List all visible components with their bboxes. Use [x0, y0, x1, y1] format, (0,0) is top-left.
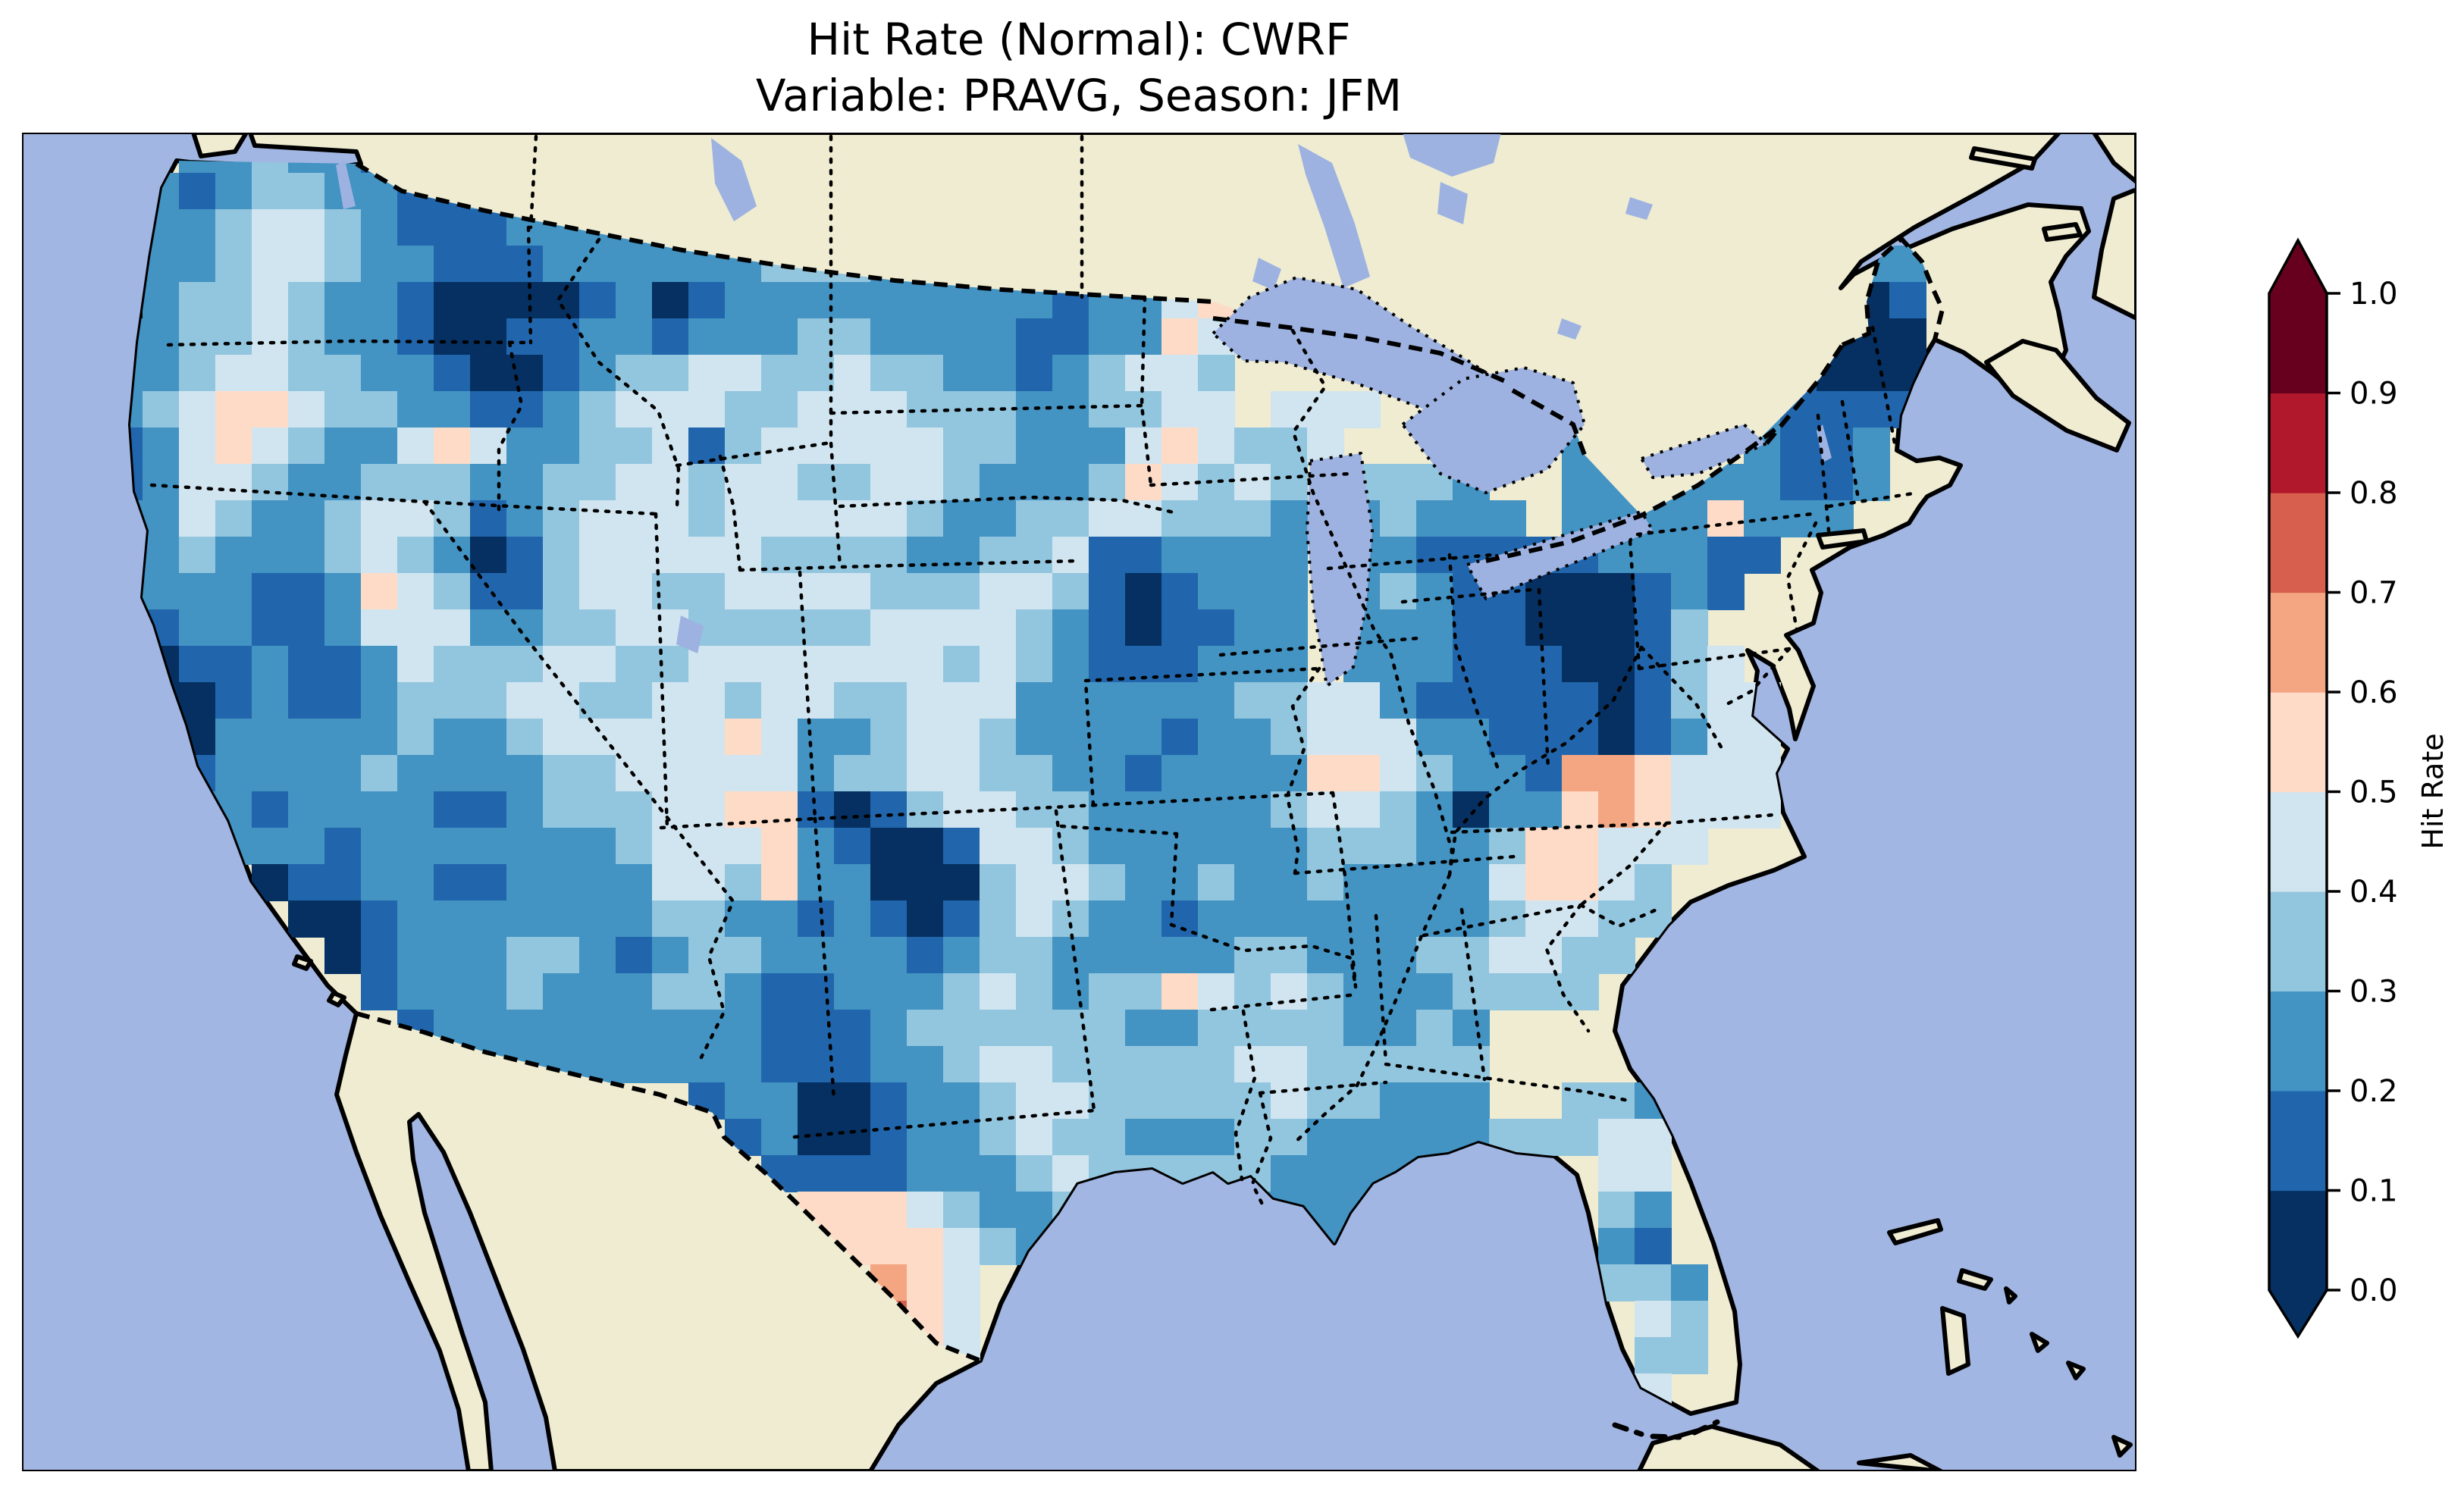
lake-champlain: [1817, 424, 1832, 462]
lake-michigan: [1306, 452, 1374, 687]
colorbar-tick-label: 0.4: [2350, 875, 2398, 910]
colorbar-tick-label: 0.5: [2350, 775, 2398, 810]
islands: [191, 133, 2136, 1471]
colorbar-arrow-under: [2269, 1290, 2327, 1336]
colorbar: 1.0 0.9 0.8 0.7 0.6 0.5 0.4 0.3 0.2 0.1 0.0 Hit Ra…: [2268, 237, 2450, 1339]
page-subtitle: Variable: PRAVG, Season: JFM: [756, 70, 1402, 121]
colorbar-tick-label: 0.6: [2350, 675, 2398, 710]
nova-scotia: [1984, 339, 2131, 453]
colorbar-label: Hit Rate: [2416, 733, 2450, 849]
colorbar-tick-label: 0.0: [2350, 1273, 2398, 1308]
us-small-lakes: [336, 161, 1832, 653]
us-canada-border: [355, 161, 1945, 563]
prince-edward-island: [2042, 222, 2083, 242]
vancouver-island: [191, 133, 249, 158]
florida-keys: [1612, 1419, 1720, 1440]
colorbar-tick-label: 0.7: [2350, 576, 2398, 611]
bahamas: [1887, 1218, 2086, 1380]
colorbar-tick-label: 0.3: [2350, 975, 2398, 1010]
lake-superior: [1212, 276, 1514, 426]
lake-huron: [1401, 366, 1586, 494]
state-borders: [149, 134, 1920, 1211]
great-salt-lake: [676, 615, 704, 653]
cape-breton: [2092, 187, 2136, 321]
colorbar-tick-label: 1.0: [2350, 277, 2398, 312]
colorbar-tick-label: 0.1: [2350, 1174, 2398, 1209]
colorbar-ticks: 1.0 0.9 0.8 0.7 0.6 0.5 0.4 0.3 0.2 0.1 0.0: [2327, 277, 2398, 1308]
us-mexico-border: [356, 1011, 982, 1363]
colorbar-segments: [2269, 293, 2327, 1291]
cuba: [1637, 1424, 2133, 1471]
long-island: [1816, 528, 1869, 550]
great-lakes: [1212, 276, 1768, 687]
colorbar-arrow-over: [2269, 240, 2327, 293]
page-title: Hit Rate (Normal): CWRF: [807, 14, 1351, 65]
puget-sound: [336, 161, 356, 209]
colorbar-tick-label: 0.9: [2350, 377, 2398, 412]
channel-islands: [292, 954, 346, 1007]
newfoundland-corner: [2092, 133, 2136, 184]
lake-ontario: [1640, 423, 1768, 479]
colorbar-tick-label: 0.2: [2350, 1074, 2398, 1109]
lake-erie: [1466, 510, 1654, 600]
anticosti-island: [1969, 146, 2037, 171]
colorbar-tick-label: 0.8: [2350, 476, 2398, 511]
